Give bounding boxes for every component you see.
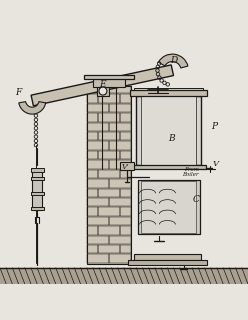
Bar bbox=[98, 226, 120, 235]
Bar bbox=[130, 90, 207, 95]
Bar bbox=[87, 188, 98, 197]
Bar bbox=[120, 170, 131, 178]
Bar bbox=[98, 151, 120, 159]
Bar bbox=[87, 160, 109, 169]
Bar bbox=[138, 180, 200, 234]
Bar bbox=[97, 87, 109, 95]
Bar bbox=[84, 75, 134, 79]
Bar bbox=[87, 104, 109, 112]
Bar bbox=[109, 160, 131, 169]
Bar bbox=[87, 245, 98, 253]
Bar bbox=[120, 132, 131, 140]
Bar bbox=[131, 165, 206, 169]
Bar bbox=[87, 113, 98, 122]
Text: Boiler: Boiler bbox=[182, 172, 199, 177]
Polygon shape bbox=[31, 65, 174, 106]
Bar bbox=[87, 236, 109, 244]
Bar bbox=[98, 94, 120, 103]
Bar bbox=[87, 123, 109, 131]
Bar bbox=[98, 245, 120, 253]
Bar bbox=[87, 94, 98, 103]
Bar bbox=[109, 254, 131, 263]
Bar bbox=[87, 141, 109, 150]
Bar bbox=[109, 141, 131, 150]
Bar bbox=[87, 170, 98, 178]
Text: From: From bbox=[184, 167, 199, 172]
Text: E: E bbox=[99, 80, 106, 89]
Bar bbox=[87, 217, 109, 225]
Bar bbox=[120, 151, 131, 159]
Bar bbox=[87, 85, 131, 264]
Bar bbox=[120, 113, 131, 122]
Bar bbox=[136, 95, 201, 165]
Bar bbox=[120, 245, 131, 253]
Bar bbox=[109, 123, 131, 131]
Bar bbox=[134, 254, 201, 260]
Bar bbox=[31, 192, 44, 195]
Bar bbox=[109, 86, 131, 93]
Text: V: V bbox=[213, 160, 219, 168]
Bar bbox=[87, 254, 109, 263]
Bar bbox=[141, 181, 196, 233]
Wedge shape bbox=[19, 102, 46, 114]
Text: C: C bbox=[192, 195, 199, 204]
Bar bbox=[109, 179, 131, 188]
Bar bbox=[120, 188, 131, 197]
Bar bbox=[98, 188, 120, 197]
Text: F: F bbox=[16, 88, 22, 97]
Text: V': V' bbox=[122, 163, 129, 171]
Bar bbox=[87, 151, 98, 159]
Bar bbox=[109, 104, 131, 112]
Bar bbox=[98, 132, 120, 140]
Bar bbox=[87, 226, 98, 235]
Wedge shape bbox=[158, 54, 188, 68]
Bar bbox=[120, 94, 131, 103]
Bar bbox=[120, 207, 131, 216]
Bar bbox=[87, 86, 109, 93]
Bar bbox=[93, 77, 125, 87]
Bar bbox=[31, 207, 44, 210]
Bar bbox=[31, 168, 44, 172]
Bar bbox=[128, 260, 207, 265]
Bar bbox=[98, 207, 120, 216]
Text: B: B bbox=[169, 134, 175, 143]
Bar bbox=[87, 198, 109, 206]
Bar bbox=[87, 207, 98, 216]
Bar bbox=[32, 170, 42, 210]
Bar bbox=[109, 217, 131, 225]
Circle shape bbox=[99, 87, 107, 95]
Bar bbox=[87, 132, 98, 140]
Bar bbox=[87, 179, 109, 188]
Bar bbox=[31, 177, 44, 180]
Bar bbox=[134, 88, 203, 90]
Bar bbox=[98, 113, 120, 122]
Bar bbox=[120, 226, 131, 235]
Bar bbox=[109, 236, 131, 244]
Bar bbox=[120, 162, 134, 170]
Text: P: P bbox=[211, 122, 217, 131]
Bar bbox=[98, 170, 120, 178]
Bar bbox=[141, 95, 196, 165]
Bar bbox=[109, 198, 131, 206]
Text: D: D bbox=[170, 56, 177, 65]
